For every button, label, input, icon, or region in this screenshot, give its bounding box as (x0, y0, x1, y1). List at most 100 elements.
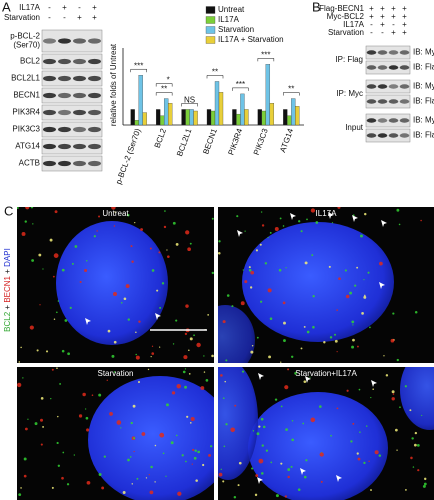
spot (184, 368, 187, 370)
spot (171, 391, 176, 395)
spot (251, 467, 254, 470)
spot (187, 247, 191, 252)
spot (135, 353, 137, 356)
spot (254, 493, 258, 497)
spot (21, 231, 26, 236)
sig-label: NS (184, 96, 195, 105)
spot (93, 235, 96, 238)
spot (185, 230, 190, 235)
spot (262, 425, 266, 429)
spot (175, 434, 178, 437)
spot (302, 422, 305, 425)
spot (369, 326, 371, 329)
ib-label: IB: Flag (413, 97, 434, 106)
spot (338, 277, 341, 281)
legend-swatch (205, 26, 216, 34)
bar (295, 106, 300, 126)
bar (134, 120, 139, 126)
stain-part: + (3, 305, 12, 310)
spot (189, 421, 192, 424)
spot (202, 463, 205, 467)
spot (361, 312, 364, 315)
bar (218, 92, 224, 126)
spot (98, 215, 101, 218)
spot (284, 385, 289, 390)
blot-strip (41, 29, 103, 53)
spot (303, 325, 306, 328)
spot (140, 228, 143, 231)
spot (151, 269, 155, 272)
blot-band (58, 126, 71, 133)
blot-band (388, 50, 399, 55)
spot (328, 265, 331, 268)
spot (175, 319, 178, 322)
x-tick-label: PIK3C3 (252, 127, 270, 157)
arrowhead (379, 282, 385, 289)
spot (385, 374, 389, 377)
spot (85, 408, 87, 410)
spot (250, 270, 255, 275)
spot (360, 234, 363, 238)
sig-bracket (155, 92, 173, 96)
spot (378, 454, 382, 457)
spot (161, 282, 165, 285)
blot-band (58, 58, 71, 65)
spot (311, 254, 314, 257)
blot-band (366, 133, 377, 138)
spot (358, 388, 361, 391)
spot (113, 225, 116, 227)
spot (154, 481, 156, 483)
spot (283, 321, 286, 325)
spot (25, 207, 30, 210)
spot (398, 223, 401, 226)
spot (379, 261, 383, 266)
spot (18, 361, 21, 363)
blot-band (58, 75, 71, 82)
panel-label: B (312, 0, 321, 14)
blot-band (399, 84, 410, 89)
spot (234, 404, 237, 407)
panel-label: A (2, 0, 11, 14)
x-tick-label: BCL2L1 (175, 127, 194, 158)
bar (189, 109, 194, 126)
spot (331, 222, 334, 224)
bar (163, 98, 169, 126)
condition-sign: + (62, 3, 67, 12)
band-label: PIK3C3 (12, 125, 40, 134)
spot (164, 210, 166, 212)
spot (298, 220, 301, 223)
spot (45, 350, 49, 353)
spot (405, 489, 407, 491)
bar (130, 109, 135, 126)
condition-sign: + (402, 12, 407, 21)
blot-band (73, 75, 86, 82)
spot (363, 279, 365, 281)
arrowhead (85, 318, 91, 325)
spot (320, 480, 323, 483)
bar (287, 115, 292, 126)
spot (17, 382, 22, 388)
condition-sign: + (380, 20, 385, 29)
spot (42, 268, 44, 270)
spot (61, 476, 64, 480)
spot (337, 207, 341, 209)
spot (40, 397, 44, 400)
spot (330, 434, 332, 437)
spot (147, 368, 150, 371)
spot (304, 261, 308, 265)
spot (209, 445, 213, 448)
spot (103, 455, 106, 458)
arrowhead (305, 376, 311, 383)
spot (421, 414, 423, 417)
spot (413, 443, 417, 447)
band-label: (Ser70) (13, 41, 40, 50)
blot-band (73, 109, 86, 116)
spot (23, 457, 27, 461)
blot-band (73, 38, 86, 44)
condition-label: Flag-BECN1 (319, 4, 364, 13)
spot (282, 225, 285, 227)
condition-sign: + (391, 12, 396, 21)
spot (151, 345, 154, 347)
spot (31, 259, 34, 262)
spot (196, 342, 201, 348)
